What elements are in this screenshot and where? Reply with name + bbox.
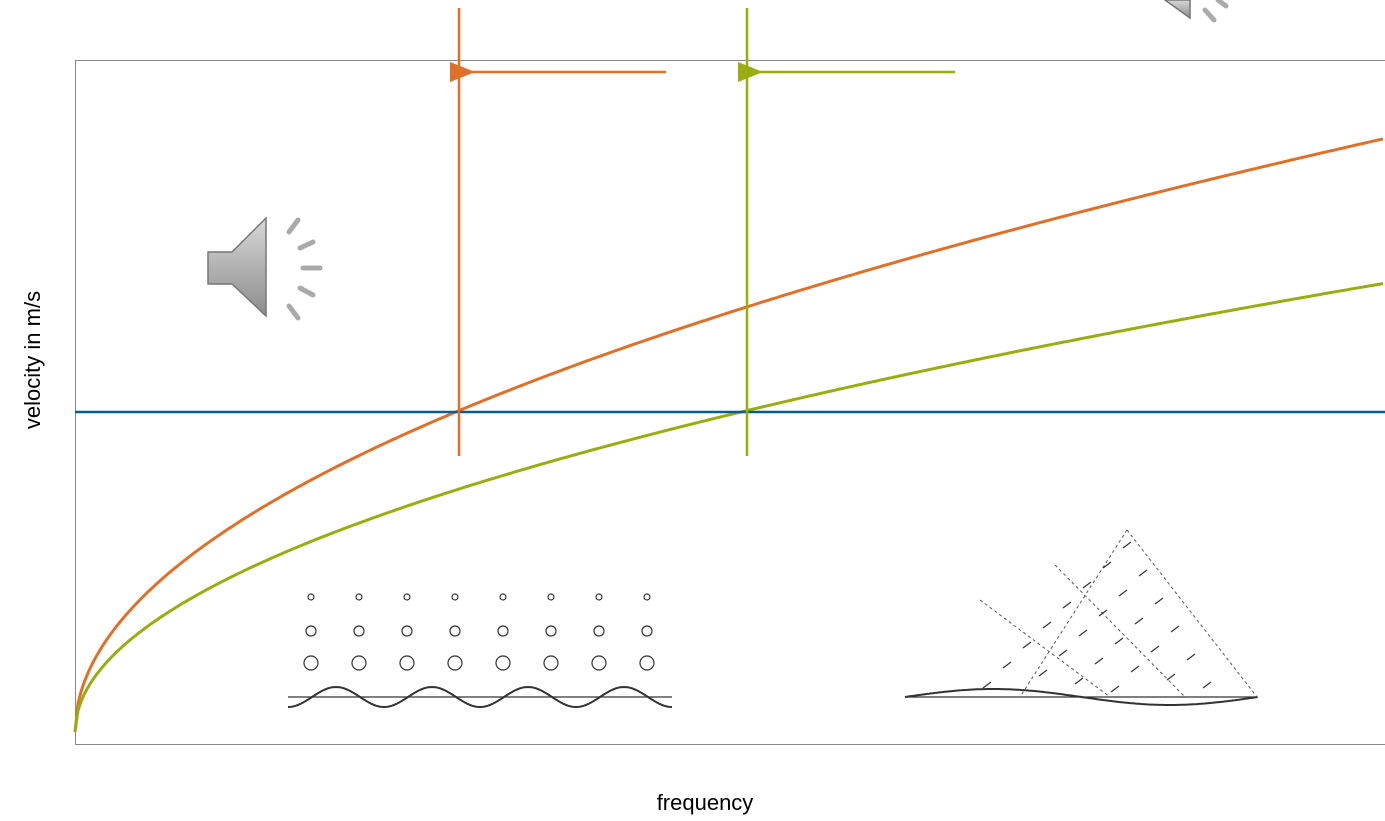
particle-motion	[1063, 602, 1071, 608]
particle-motion	[1095, 658, 1103, 664]
particle-orbit	[642, 626, 652, 636]
particle-motion	[1111, 686, 1119, 692]
particle-motion	[1103, 562, 1111, 568]
particle-motion	[1151, 646, 1159, 652]
particle-orbit	[306, 626, 316, 636]
particle-motion	[1059, 650, 1067, 656]
particle-orbit	[640, 656, 654, 670]
particle-motion	[1187, 654, 1195, 660]
particle-orbit	[356, 594, 362, 600]
body-wave-illustration	[905, 530, 1258, 705]
particle-motion	[1003, 662, 1011, 668]
particle-orbit	[450, 626, 460, 636]
particle-motion	[1075, 678, 1083, 684]
slide: velocity in m/s frequency	[0, 0, 1385, 821]
wavefront	[1020, 530, 1127, 697]
particle-motion	[1135, 618, 1143, 624]
speaker-icon	[208, 218, 320, 318]
speaker-icon-partial	[1165, 0, 1226, 20]
particle-orbit	[352, 656, 366, 670]
particle-motion	[1083, 582, 1091, 588]
particle-motion	[1131, 666, 1139, 672]
particle-orbit	[594, 626, 604, 636]
particle-orbit	[304, 656, 318, 670]
particle-motion	[1171, 626, 1179, 632]
particle-motion	[1139, 570, 1147, 576]
particle-orbit	[404, 594, 410, 600]
particle-motion	[1099, 610, 1107, 616]
particle-motion	[983, 682, 991, 688]
particle-orbit	[546, 626, 556, 636]
particle-orbit	[400, 656, 414, 670]
x-axis-label: frequency	[657, 790, 754, 815]
particle-orbit	[496, 656, 510, 670]
particle-orbit	[544, 656, 558, 670]
particle-motion	[1167, 674, 1175, 680]
particle-orbit	[308, 594, 314, 600]
particle-orbit	[402, 626, 412, 636]
particle-orbit	[452, 594, 458, 600]
diagram-layer	[75, 139, 1383, 732]
particle-motion	[1155, 598, 1163, 604]
particle-motion	[1203, 682, 1211, 688]
y-axis-label: velocity in m/s	[20, 291, 45, 429]
particle-motion	[1043, 622, 1051, 628]
wavefront	[1127, 530, 1257, 697]
surface-wave-illustration	[288, 594, 672, 707]
plot-frame	[76, 61, 1385, 745]
particle-motion	[1115, 638, 1123, 644]
particle-orbit	[448, 656, 462, 670]
wavefront	[1055, 565, 1185, 697]
particle-motion	[1079, 630, 1087, 636]
particle-motion	[1023, 642, 1031, 648]
particle-orbit	[498, 626, 508, 636]
particle-orbit	[354, 626, 364, 636]
particle-orbit	[596, 594, 602, 600]
particle-orbit	[644, 594, 650, 600]
particle-motion	[1119, 590, 1127, 596]
orange-curve	[75, 139, 1383, 732]
wavefront	[980, 600, 1110, 697]
green-curve	[75, 284, 1383, 733]
particle-orbit	[592, 656, 606, 670]
particle-motion	[1039, 670, 1047, 676]
particle-motion	[1123, 542, 1131, 548]
particle-orbit	[548, 594, 554, 600]
particle-orbit	[500, 594, 506, 600]
